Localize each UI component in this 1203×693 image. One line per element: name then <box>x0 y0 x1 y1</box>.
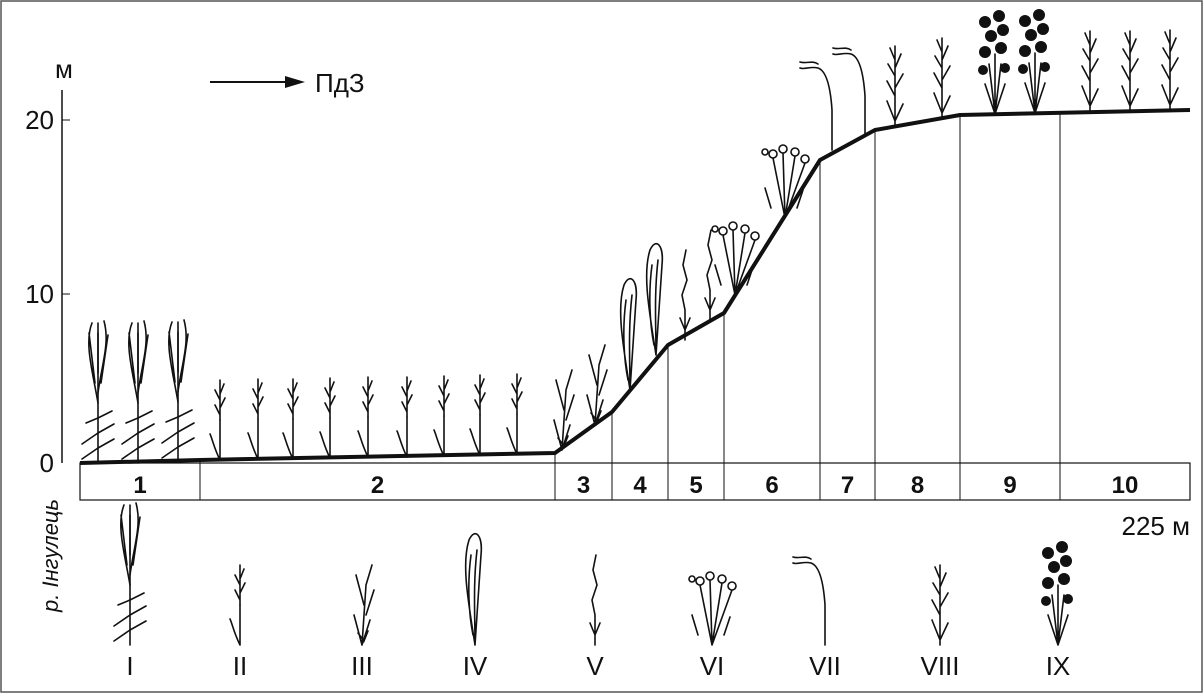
plants <box>81 8 1179 646</box>
plant-icon <box>319 377 336 459</box>
plant-icon <box>469 374 486 456</box>
plant-icon <box>977 9 1011 115</box>
plant-icon <box>761 144 810 219</box>
plant-icon <box>464 532 483 646</box>
plant-icon <box>229 564 246 646</box>
legend-label: II <box>233 651 247 681</box>
segment-label: 5 <box>689 472 702 499</box>
y-tick: 10 <box>25 279 54 309</box>
legend-label: I <box>126 651 133 681</box>
plant-icon <box>553 369 575 451</box>
plant-icon <box>886 45 904 127</box>
plant-icon <box>679 249 691 341</box>
direction: ПдЗ <box>315 68 365 98</box>
plant-icon <box>113 502 147 646</box>
river-label: р. Інгулець <box>38 499 63 613</box>
plant-icon <box>589 554 601 646</box>
plant-icon <box>282 378 299 460</box>
plant-icon <box>832 47 866 137</box>
legend-label: IX <box>1046 651 1071 681</box>
plant-icon <box>353 564 375 646</box>
plant-icon <box>799 61 833 151</box>
plant-icon <box>586 344 608 426</box>
y-unit: м <box>55 54 73 84</box>
plant-icon <box>1121 30 1139 112</box>
legend-label: IV <box>463 651 488 681</box>
plant-icon <box>645 242 664 356</box>
plant-icon <box>1040 540 1074 646</box>
segment-label: 8 <box>911 472 924 499</box>
plant-icon <box>688 571 737 646</box>
plant-icon <box>506 373 523 455</box>
segment-label: 7 <box>841 472 854 499</box>
arrow-head <box>285 76 305 88</box>
legend-label: VI <box>700 651 725 681</box>
plant-icon <box>161 319 195 463</box>
y-tick: 0 <box>40 448 54 478</box>
plant-icon <box>209 379 226 461</box>
plant-icon <box>704 229 716 321</box>
segment-label: 6 <box>765 472 778 499</box>
plant-icon <box>396 376 413 458</box>
profile-line <box>79 108 1191 465</box>
segment-label: 2 <box>371 472 384 499</box>
legend-label: III <box>351 651 373 681</box>
segment-label: 3 <box>577 472 590 499</box>
segment-strip <box>79 462 1191 501</box>
plant-icon <box>81 320 115 464</box>
segment-label: 4 <box>633 472 647 499</box>
plant-icon <box>247 378 264 460</box>
plant-icon <box>931 564 949 646</box>
legend-label: V <box>586 651 604 681</box>
plant-icon <box>357 376 374 458</box>
plant-icon <box>933 37 951 119</box>
plant-icon <box>792 556 826 646</box>
legend-label: VII <box>809 651 841 681</box>
plant-icon <box>121 320 155 464</box>
segment-label: 9 <box>1003 472 1016 499</box>
y-tick: 20 <box>25 105 54 135</box>
plant-icon <box>1161 29 1179 111</box>
segment-label: 1 <box>133 472 146 499</box>
plant-icon <box>433 375 450 457</box>
plant-icon <box>711 221 760 296</box>
distance: 225 м <box>1122 511 1190 541</box>
plant-icon <box>1081 30 1099 112</box>
segment-label: 10 <box>1112 472 1139 499</box>
legend-label: VIII <box>920 651 959 681</box>
plant-icon <box>619 277 638 391</box>
plant-icon <box>1017 8 1051 114</box>
